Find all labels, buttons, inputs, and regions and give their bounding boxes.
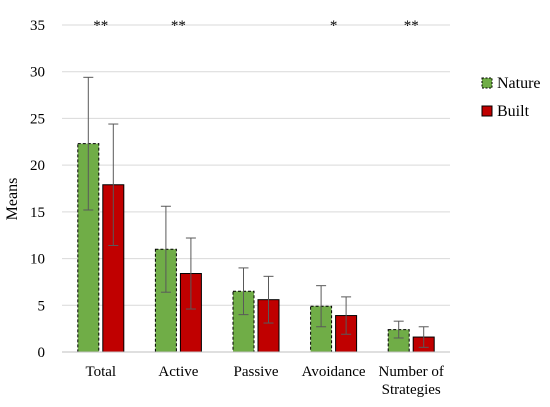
significance-marker: * [330, 18, 338, 34]
y-tick-label: 30 [30, 65, 45, 81]
x-tick-label: Active [158, 364, 198, 380]
x-axis-ticks: Total Active Passive Avoidance Number of Stra… [85, 364, 443, 398]
y-tick-label: 20 [30, 158, 45, 174]
significance-marker: ** [404, 18, 419, 34]
significance-markers: ** ** * ** [93, 18, 418, 34]
significance-marker: ** [171, 18, 186, 34]
legend-label-nature: Nature [497, 75, 541, 92]
x-tick-label: Passive [234, 364, 279, 380]
legend-swatch-nature [481, 77, 493, 89]
y-tick-label: 35 [30, 18, 45, 34]
y-axis-label: Means [4, 178, 21, 221]
legend-label-built: Built [497, 103, 530, 120]
gridlines [62, 24, 450, 306]
x-tick-label: Total [85, 364, 116, 380]
y-tick-label: 5 [38, 298, 46, 314]
legend-swatch-built [481, 105, 493, 117]
y-tick-label: 0 [38, 345, 46, 361]
legend: Nature Built [481, 75, 541, 120]
error-bars [83, 76, 429, 348]
x-tick-label: Number of Strategies [378, 364, 443, 398]
y-tick-label: 15 [30, 205, 45, 221]
x-tick-label: Avoidance [302, 364, 366, 380]
y-axis-ticks: 0 5 10 15 20 25 30 35 [30, 18, 45, 361]
y-tick-label: 10 [30, 252, 45, 268]
y-tick-label: 25 [30, 111, 45, 127]
significance-marker: ** [93, 18, 108, 34]
bars [77, 143, 435, 353]
